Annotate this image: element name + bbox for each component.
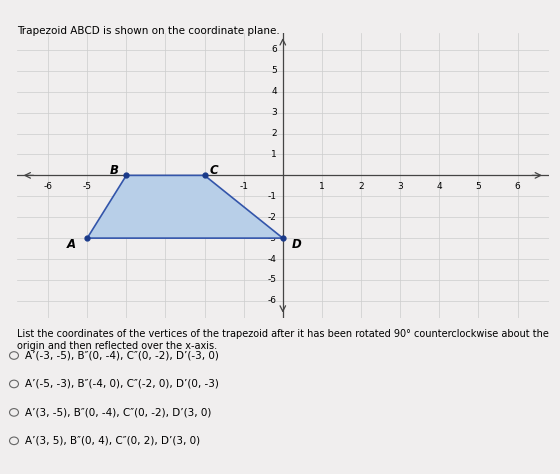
Text: -3: -3 — [268, 234, 277, 243]
Text: 4: 4 — [271, 87, 277, 96]
Text: 4: 4 — [436, 182, 442, 191]
Text: A’(-3, -5), B″(0, -4), C″(0, -2), D’(-3, 0): A’(-3, -5), B″(0, -4), C″(0, -2), D’(-3,… — [25, 350, 219, 361]
Text: A’(3, 5), B″(0, 4), C″(0, 2), D’(3, 0): A’(3, 5), B″(0, 4), C″(0, 2), D’(3, 0) — [25, 436, 200, 446]
Text: -1: -1 — [239, 182, 248, 191]
Text: List the coordinates of the vertices of the trapezoid after it has been rotated : List the coordinates of the vertices of … — [17, 329, 549, 351]
Text: -5: -5 — [83, 182, 92, 191]
Text: 2: 2 — [271, 129, 277, 138]
Text: 1: 1 — [271, 150, 277, 159]
Text: B: B — [110, 164, 119, 177]
Text: D: D — [292, 238, 301, 251]
Polygon shape — [87, 175, 283, 238]
Text: 6: 6 — [271, 46, 277, 55]
Text: 2: 2 — [358, 182, 364, 191]
Text: -1: -1 — [268, 192, 277, 201]
Text: -5: -5 — [268, 275, 277, 284]
Text: A’(-5, -3), B″(-4, 0), C″(-2, 0), D’(0, -3): A’(-5, -3), B″(-4, 0), C″(-2, 0), D’(0, … — [25, 379, 219, 389]
Text: -6: -6 — [44, 182, 53, 191]
Text: 6: 6 — [515, 182, 520, 191]
Text: Trapezoid ABCD is shown on the coordinate plane.: Trapezoid ABCD is shown on the coordinat… — [17, 26, 279, 36]
Text: -2: -2 — [268, 213, 277, 222]
Text: -4: -4 — [122, 182, 131, 191]
Text: -2: -2 — [200, 182, 209, 191]
Text: A: A — [67, 238, 76, 251]
Text: -6: -6 — [268, 296, 277, 305]
Text: 5: 5 — [475, 182, 481, 191]
Text: -3: -3 — [161, 182, 170, 191]
Text: -4: -4 — [268, 255, 277, 264]
Text: 1: 1 — [319, 182, 325, 191]
Text: A’(3, -5), B″(0, -4), C″(0, -2), D’(3, 0): A’(3, -5), B″(0, -4), C″(0, -2), D’(3, 0… — [25, 407, 212, 418]
Text: 5: 5 — [271, 66, 277, 75]
Text: 3: 3 — [271, 108, 277, 117]
Text: 3: 3 — [397, 182, 403, 191]
Text: C: C — [210, 164, 218, 177]
